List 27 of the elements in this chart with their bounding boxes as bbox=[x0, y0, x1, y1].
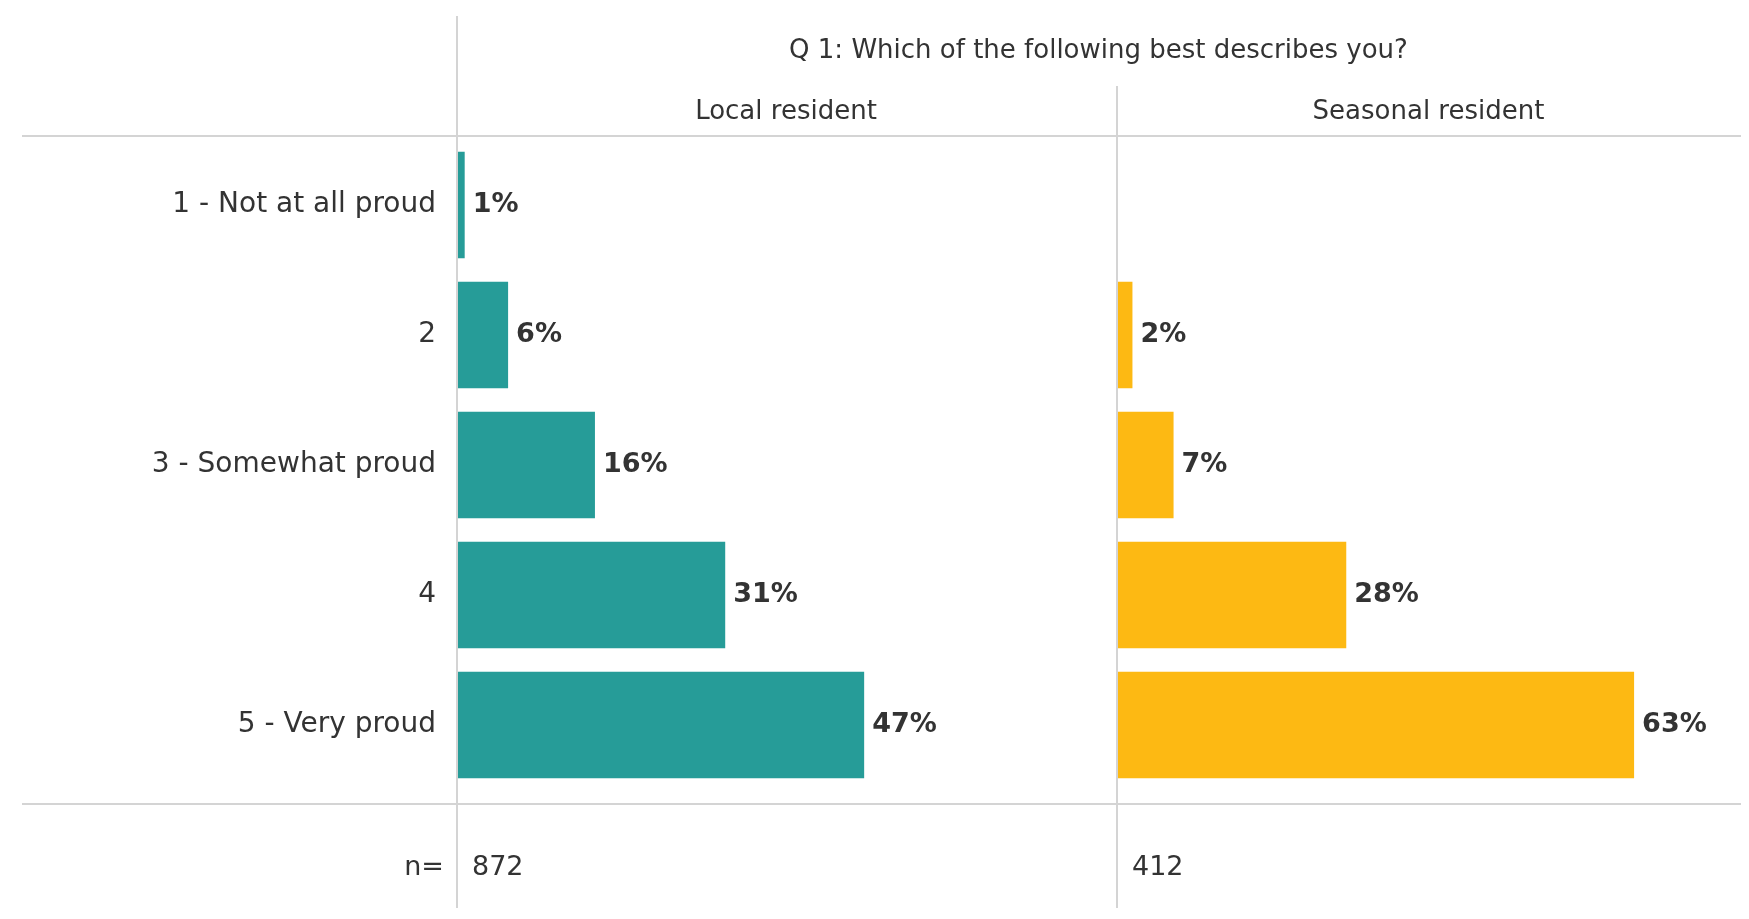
bar bbox=[456, 281, 509, 389]
data-label: 28% bbox=[1354, 577, 1419, 609]
y-tick-label: 1 - Not at all proud bbox=[172, 186, 436, 220]
data-label: 2% bbox=[1140, 317, 1187, 349]
text: 872 bbox=[472, 850, 524, 882]
bar bbox=[456, 411, 595, 519]
data-label: 1% bbox=[472, 187, 519, 219]
y-tick-label: 3 - Somewhat proud bbox=[151, 446, 436, 480]
y-tick-label: 2 bbox=[418, 316, 436, 350]
data-label: 31% bbox=[733, 577, 798, 609]
bar bbox=[456, 671, 865, 779]
text: 412 bbox=[1132, 850, 1184, 882]
bar bbox=[456, 541, 726, 649]
data-label: 63% bbox=[1642, 707, 1707, 739]
chart-subtitle: Local resident bbox=[695, 94, 877, 125]
data-label: 7% bbox=[1181, 447, 1228, 479]
data-label: 6% bbox=[516, 317, 562, 349]
y-tick-label: 5 - Very proud bbox=[237, 706, 436, 740]
y-tick-label: 4 bbox=[418, 576, 436, 610]
text: n= bbox=[404, 850, 444, 882]
bar bbox=[1116, 411, 1174, 519]
bar bbox=[1116, 541, 1347, 649]
data-label: 47% bbox=[872, 707, 937, 739]
data-label: 16% bbox=[602, 447, 668, 479]
chart-title: Q 1: Which of the following best describes you? bbox=[788, 34, 1409, 64]
chart-subtitle: Seasonal resident bbox=[1312, 94, 1545, 125]
bar bbox=[1116, 671, 1635, 779]
